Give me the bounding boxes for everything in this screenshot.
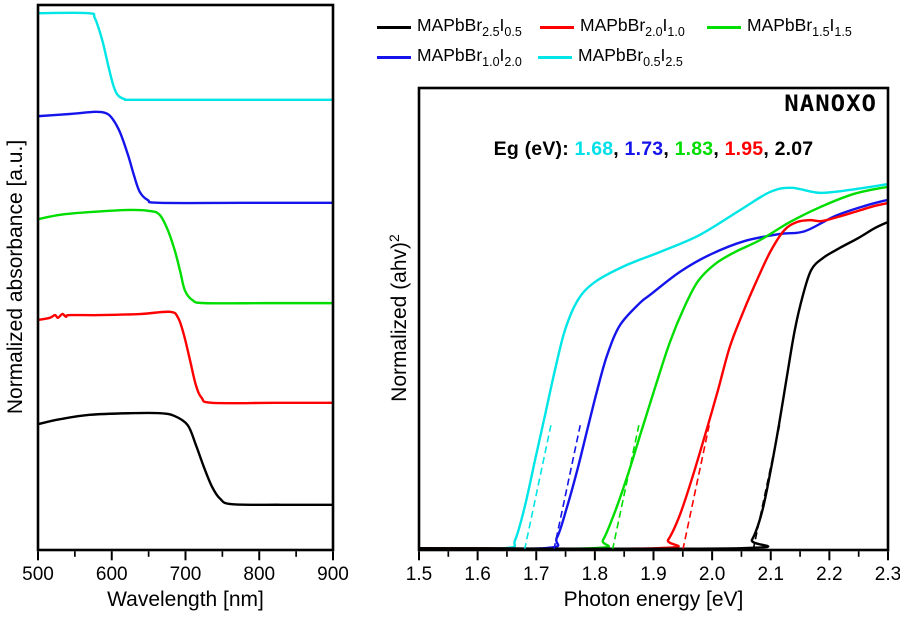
x-tick-label-2.3: 2.3	[874, 564, 900, 586]
x-tick-label-600: 600	[95, 564, 128, 586]
band-gap-annotation: Eg (eV): 1.68, 1.73, 1.83, 1.95, 2.07	[419, 138, 888, 161]
curve-MAPbBr1.0I2.0	[39, 110, 332, 205]
legend-label: MAPbBr1.5I1.5	[747, 15, 852, 39]
left-panel-plot	[36, 3, 335, 561]
right-y-axis-title: Normalized (ahv)2	[386, 234, 412, 402]
eg-prefix: Eg (eV):	[493, 138, 575, 160]
nanoxo-logo: NANOXO	[784, 91, 877, 117]
x-tick-label-2.0: 2.0	[698, 564, 726, 586]
x-tick-label-900: 900	[317, 564, 349, 586]
eg-separator: ,	[713, 138, 725, 160]
left-y-axis-title: Normalized absorbance [a.u.]	[4, 139, 27, 415]
eg-value-1.73: 1.73	[624, 138, 664, 160]
eg-value-1.95: 1.95	[724, 138, 764, 160]
x-tick-label-2.1: 2.1	[757, 564, 784, 586]
curve-MAPbBr1.0I2.0	[420, 198, 887, 549]
tangent-line-1	[553, 425, 582, 549]
right-panel-border	[417, 86, 890, 552]
legend-line-swatch	[377, 55, 411, 59]
right-y-axis-title-text: Normalized (ahv)	[388, 241, 411, 402]
curve-MAPbBr0.5I2.5	[39, 11, 332, 102]
legend-item-MAPbBr2.5I0.5: MAPbBr2.5I0.5	[377, 15, 522, 39]
x-tick-label-1.5: 1.5	[405, 564, 433, 586]
legend-item-MAPbBr0.5I2.5: MAPbBr0.5I2.5	[538, 45, 683, 69]
curve-MAPbBr0.5I2.5	[420, 183, 887, 549]
legend-item-MAPbBr1.0I2.0: MAPbBr1.0I2.0	[377, 45, 522, 69]
curve-MAPbBr2.0I1.0	[39, 310, 332, 405]
legend-line-swatch	[540, 25, 574, 29]
eg-value-1.68: 1.68	[574, 138, 614, 160]
right-y-axis-title-superscript: 2	[386, 234, 402, 242]
legend-label: MAPbBr2.0I1.0	[580, 15, 685, 39]
curve-MAPbBr1.5I1.5	[39, 208, 332, 305]
eg-separator: ,	[663, 138, 675, 160]
legend-item-MAPbBr1.5I1.5: MAPbBr1.5I1.5	[707, 15, 852, 39]
eg-value-2.07: 2.07	[774, 138, 814, 160]
curve-MAPbBr1.5I1.5	[420, 185, 887, 549]
x-tick-label-700: 700	[169, 564, 202, 586]
tangent-line-2	[611, 425, 640, 549]
right-panel-plot	[417, 86, 890, 561]
eg-separator: ,	[763, 138, 775, 160]
left-x-axis-title: Wavelength [nm]	[107, 588, 264, 611]
x-tick-label-1.7: 1.7	[523, 564, 550, 586]
x-tick-label-800: 800	[243, 564, 276, 586]
eg-value-1.83: 1.83	[674, 138, 714, 160]
curve-MAPbBr2.5I0.5	[420, 221, 887, 549]
right-x-axis-title: Photon energy [eV]	[563, 588, 744, 611]
curve-MAPbBr2.0I1.0	[420, 202, 887, 549]
tangent-line-3	[682, 425, 710, 549]
legend-item-MAPbBr2.0I1.0: MAPbBr2.0I1.0	[540, 15, 685, 39]
legend-label: MAPbBr2.5I0.5	[417, 15, 522, 39]
legend-line-swatch	[707, 25, 741, 29]
legend-line-swatch	[538, 55, 572, 59]
x-tick-label-2.2: 2.2	[816, 564, 843, 586]
x-tick-label-1.9: 1.9	[640, 564, 667, 586]
x-tick-label-1.6: 1.6	[464, 564, 491, 586]
x-tick-label-1.8: 1.8	[581, 564, 609, 586]
legend-line-swatch	[377, 25, 411, 29]
left-panel-border	[36, 3, 335, 552]
legend-label: MAPbBr1.0I2.0	[417, 45, 522, 69]
eg-separator: ,	[613, 138, 625, 160]
x-tick-label-500: 500	[22, 564, 54, 586]
curve-MAPbBr2.5I0.5	[39, 411, 332, 507]
legend-label: MAPbBr0.5I2.5	[578, 45, 683, 69]
